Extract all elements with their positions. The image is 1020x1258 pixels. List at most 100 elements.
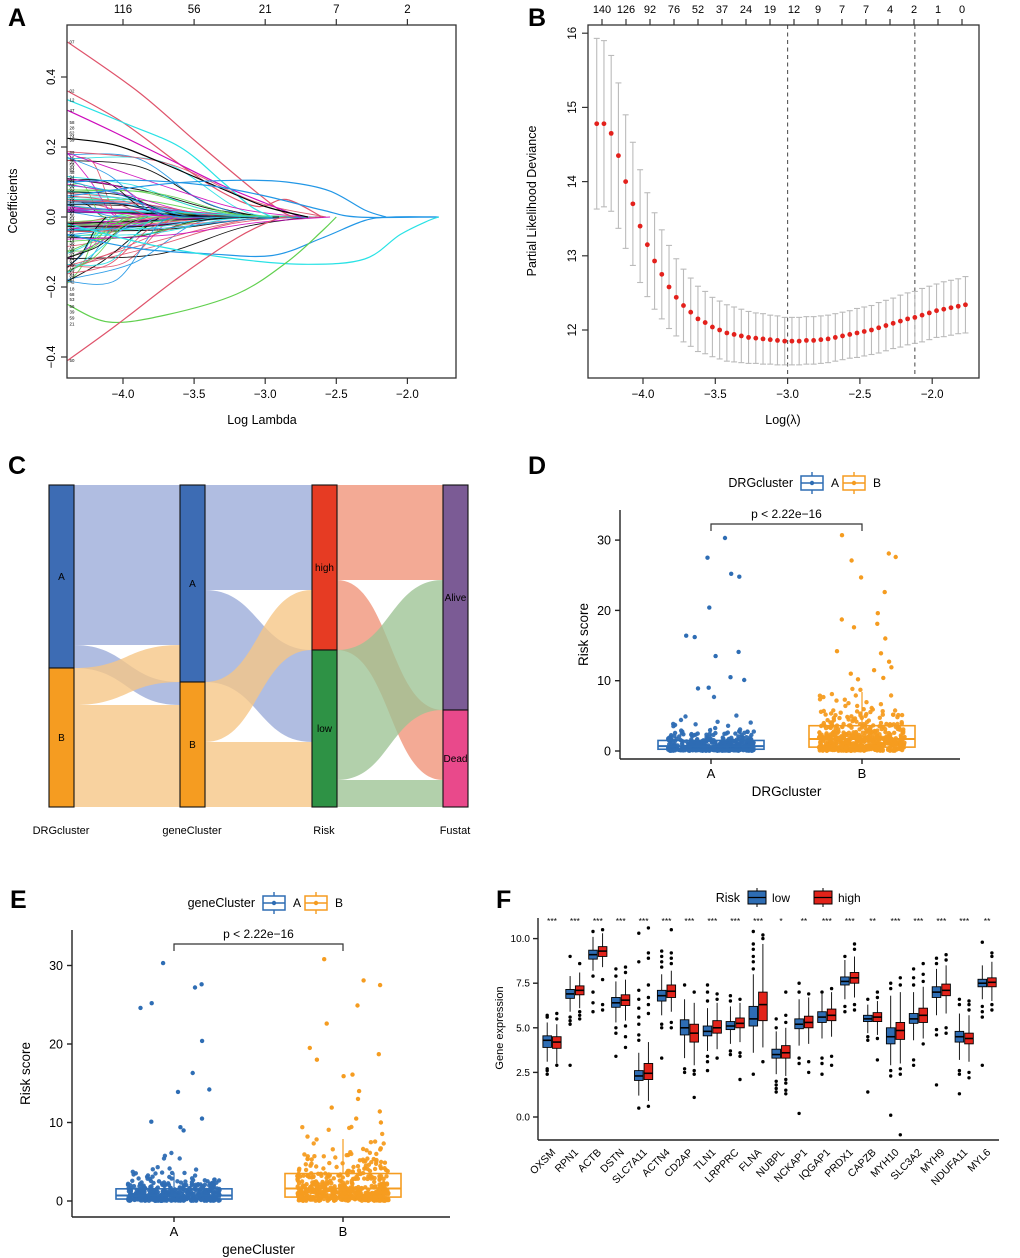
y-tick-label: 30 <box>597 534 611 548</box>
box-a <box>115 1188 233 1200</box>
curve-index-label: 51 <box>70 270 75 275</box>
top-axis-tick-label: 19 <box>764 4 776 16</box>
top-axis-tick-label: 7 <box>333 4 339 16</box>
curve-index-label: 11 <box>70 219 75 224</box>
top-axis-tick-label: 140 <box>593 4 611 16</box>
curve-index-label: 47 <box>70 108 75 113</box>
curve-index-label: 72 <box>70 243 75 248</box>
y-tick-label: −0.2 <box>46 276 58 299</box>
y-tick-label: 15 <box>567 101 579 114</box>
curve-index-label: 97 <box>70 210 75 215</box>
significance-marker: *** <box>959 916 970 926</box>
pvalue-bracket <box>173 943 344 951</box>
curve-index-label: 58 <box>70 120 75 125</box>
curve-index-label: 19 <box>70 198 75 203</box>
x-tick-label: −3.5 <box>183 389 206 401</box>
curve-index-label: 55 <box>70 231 75 236</box>
curve-index-label: 74 <box>70 134 75 139</box>
significance-marker: * <box>779 916 783 926</box>
significance-marker: *** <box>593 916 604 926</box>
curve-index-label: 15 <box>70 156 75 161</box>
sankey-column-label: Risk <box>313 825 335 837</box>
legend-label: high <box>838 891 861 905</box>
sankey-column-label: DRGcluster <box>33 825 90 837</box>
panel-c-letter: C <box>8 452 27 480</box>
significance-marker: *** <box>662 916 673 926</box>
curve-index-label: 36 <box>70 213 75 218</box>
gene-box <box>542 1035 552 1048</box>
curve-index-label: 94 <box>70 174 75 179</box>
significance-marker: *** <box>753 916 764 926</box>
sankey-ribbon <box>205 485 312 590</box>
curve-index-label: 63 <box>70 186 75 191</box>
x-tick-label: −4.0 <box>112 389 135 401</box>
significance-marker: ** <box>984 916 991 926</box>
top-axis-tick-label: 126 <box>617 4 635 16</box>
y-tick-label: 14 <box>567 175 579 188</box>
lasso-coefficient-paths <box>67 41 439 361</box>
legend-title: DRGcluster <box>728 476 793 490</box>
y-tick-label: 10 <box>49 1116 63 1130</box>
x-tick-label: −4.0 <box>632 389 655 401</box>
curve-index-label: 25 <box>70 189 75 194</box>
significance-marker: ** <box>801 916 808 926</box>
x-tick-label: −3.5 <box>704 389 727 401</box>
gene-box <box>781 1045 791 1059</box>
x-axis-title: DRGcluster <box>752 784 822 799</box>
gene-box <box>748 1005 759 1027</box>
sankey-node-label: A <box>58 572 65 583</box>
panel-a-letter: A <box>8 4 27 32</box>
panel-d-riskscore-by-drgcluster: DRGcluster A Bp < 2.22e−16 0 10 20 30 A B DRGclus… <box>576 472 960 799</box>
curve-index-label: 66 <box>70 304 75 309</box>
y-tick-label: 0 <box>56 1195 63 1209</box>
significance-marker: *** <box>547 916 558 926</box>
sankey-node-label: low <box>317 724 333 735</box>
curve-index-label: 54 <box>70 168 75 173</box>
curve-index-label: 93 <box>70 252 75 257</box>
x-tick-label: B <box>858 766 867 781</box>
curve-index-label: 77 <box>70 180 75 185</box>
sankey-ribbon <box>337 580 443 780</box>
curve-index-label: 62 <box>70 131 75 136</box>
curve-index-label: 18 <box>70 286 75 291</box>
legend-label: B <box>335 896 343 910</box>
x-tick-label: −3.0 <box>776 389 799 401</box>
panel-f-letter: F <box>496 886 512 914</box>
curve-index-label: 42 <box>70 279 75 284</box>
top-axis-tick-label: 92 <box>644 4 656 16</box>
x-tick-label: −2.5 <box>849 389 872 401</box>
legend-label: A <box>831 476 839 490</box>
gene-box <box>771 1048 781 1059</box>
significance-marker: *** <box>707 916 718 926</box>
top-axis-tick-label: 24 <box>740 4 752 16</box>
y-tick-label: 12 <box>567 324 579 337</box>
curve-index-label: 52 <box>70 201 75 206</box>
significance-marker: *** <box>822 916 833 926</box>
panel-e-riskscore-by-genecluster: geneCluster A Bp < 2.22e−16 0 10 20 30 A BgeneCl… <box>18 892 450 1257</box>
x-tick-label: A <box>170 1224 179 1239</box>
curve-index-label: 31 <box>70 177 75 182</box>
significance-marker: *** <box>845 916 856 926</box>
significance-marker: *** <box>730 916 741 926</box>
sankey-ribbon <box>337 485 443 580</box>
sankey-ribbon <box>74 485 180 645</box>
y-axis-title: Risk score <box>18 1042 33 1105</box>
significance-marker: *** <box>616 916 627 926</box>
x-axis-title: Log(λ) <box>765 413 800 427</box>
x-tick-label: −2.0 <box>396 389 419 401</box>
y-tick-label: 13 <box>567 249 579 262</box>
top-axis-tick-label: 4 <box>887 4 893 16</box>
sankey-node-label: B <box>189 740 196 751</box>
sankey-node-label: A <box>189 579 196 590</box>
sankey-ribbon <box>74 645 180 705</box>
y-tick-label: 30 <box>49 959 63 973</box>
top-axis-tick-label: 21 <box>259 4 272 16</box>
sankey-ribbon <box>337 780 443 807</box>
curve-index-label: 08 <box>70 183 75 188</box>
sankey-node-label: Dead <box>444 754 468 765</box>
curve-index-label: 44 <box>70 166 75 171</box>
top-axis-tick-label: 116 <box>114 4 132 16</box>
top-axis-tick-label: 56 <box>188 4 201 16</box>
significance-marker: *** <box>913 916 924 926</box>
